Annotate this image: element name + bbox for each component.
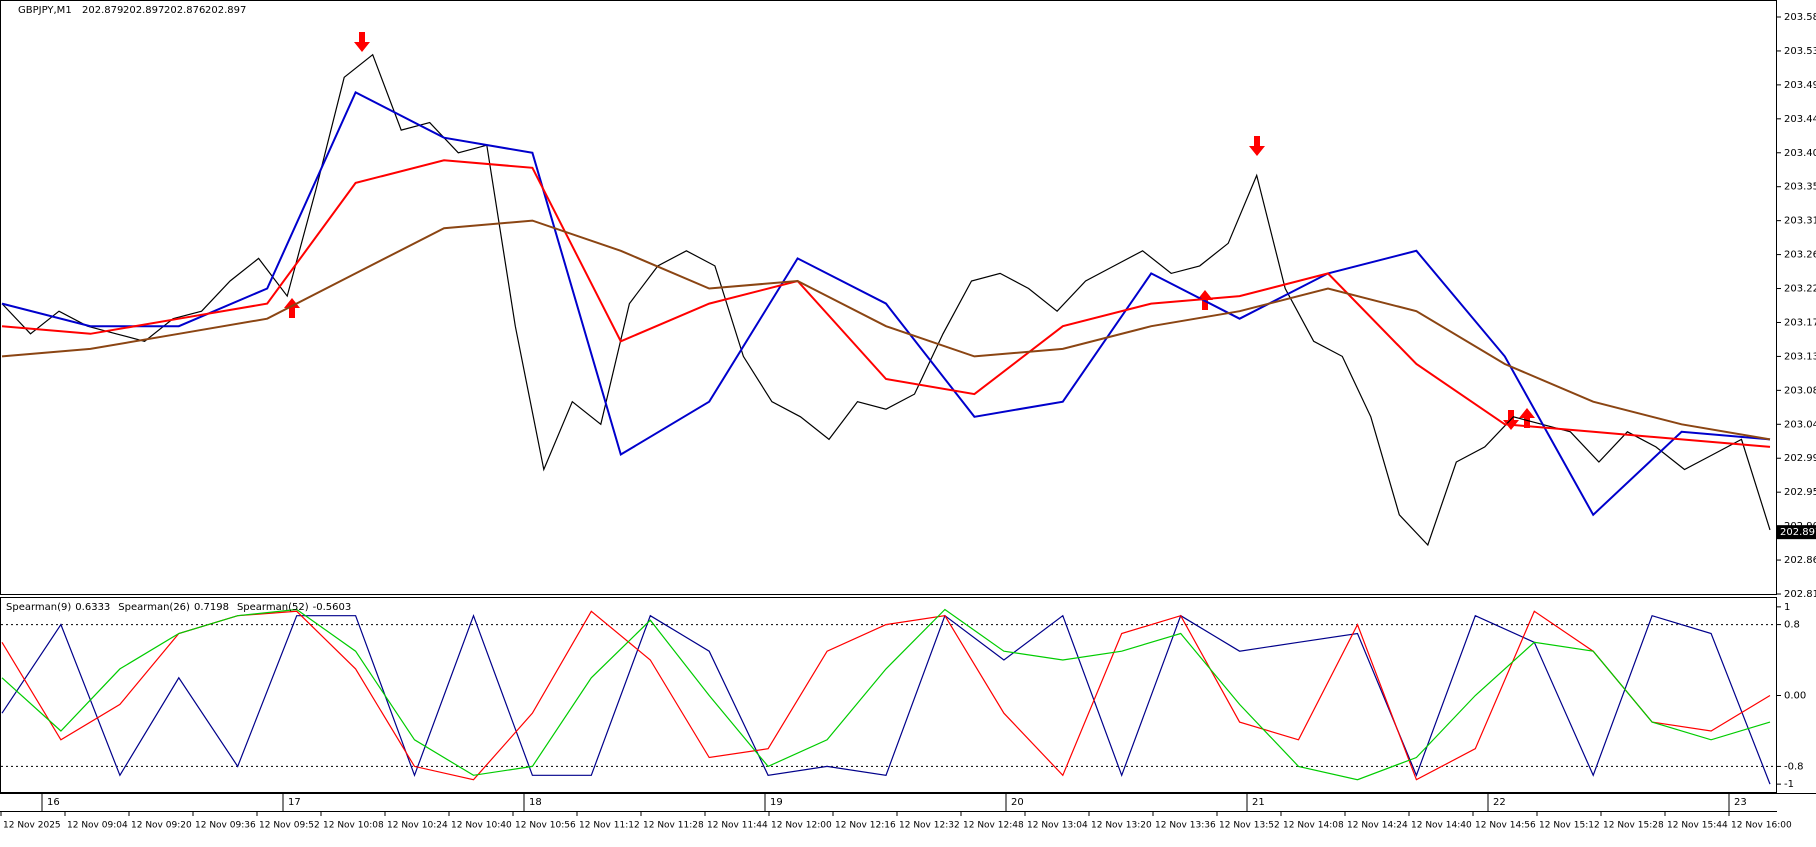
ohlc-open: 202.879	[82, 5, 123, 16]
legend-value: 0.6333	[75, 602, 110, 613]
price-tag	[1777, 525, 1816, 540]
x-tick-label: 12 Nov 09:04	[67, 821, 128, 831]
x-tick-label: 12 Nov 15:28	[1603, 821, 1664, 831]
x-tick-label: 12 Nov 16:00	[1731, 821, 1792, 831]
x-tick-label: 12 Nov 12:00	[771, 821, 832, 831]
y-tick-label: 202.815	[1784, 589, 1816, 600]
y-tick-label: 0.8	[1784, 620, 1800, 631]
legend-value: -0.5603	[313, 602, 352, 613]
x-tick-label: 12 Nov 13:36	[1155, 821, 1216, 831]
ohlc-close: 202.897	[205, 5, 246, 16]
series-line	[1, 53, 1771, 547]
legend-name: Spearman(9)	[6, 602, 71, 613]
current-price: 202.897	[1780, 527, 1816, 538]
y-tick-label: 0.00	[1784, 691, 1806, 702]
x-tick-label: 12 Nov 10:40	[451, 821, 512, 831]
y-tick-label: 203.175	[1784, 317, 1816, 328]
ohlc-low: 202.876	[164, 5, 205, 16]
y-tick-label: 203.400	[1784, 148, 1816, 159]
ohlc-high: 202.897	[123, 5, 164, 16]
x-tick-label: 12 Nov 13:04	[1027, 821, 1088, 831]
legend-name: Spearman(52)	[237, 602, 309, 613]
y-tick-label: 203.265	[1784, 250, 1816, 261]
legend-value: 0.7198	[194, 602, 229, 613]
x-tick-label: 12 Nov 14:24	[1347, 821, 1408, 831]
y-tick-label: 203.445	[1784, 114, 1816, 125]
x-tick-label: 12 Nov 11:12	[579, 821, 640, 831]
bar-number: 22	[1493, 797, 1506, 808]
x-tick-label: 12 Nov 12:16	[835, 821, 896, 831]
bar-number: 21	[1252, 797, 1265, 808]
y-tick-label: 203.535	[1784, 46, 1816, 57]
x-tick-label: 12 Nov 10:56	[515, 821, 576, 831]
x-tick-label: 12 Nov 10:24	[387, 821, 448, 831]
x-tick-label: 12 Nov 13:52	[1219, 821, 1280, 831]
legend-name: Spearman(26)	[118, 602, 190, 613]
sell-arrow	[354, 32, 370, 52]
y-tick-label: 202.995	[1784, 453, 1816, 464]
y-tick-label: 202.860	[1784, 555, 1816, 566]
x-tick-label: 12 Nov 10:08	[323, 821, 384, 831]
y-tick-label: 203.490	[1784, 80, 1816, 91]
x-tick-label: 12 Nov 09:52	[259, 821, 320, 831]
series-line	[1, 613, 1771, 785]
x-tick-label: 12 Nov 2025	[3, 821, 61, 831]
y-tick-label: 203.580	[1784, 12, 1816, 23]
series-line	[1, 610, 1771, 781]
y-tick-label: 203.310	[1784, 216, 1816, 227]
bar-number: 19	[770, 797, 783, 808]
y-tick-label: 203.130	[1784, 351, 1816, 362]
bar-number: 17	[288, 797, 301, 808]
y-tick-label: 1	[1784, 602, 1790, 613]
x-tick-label: 12 Nov 12:48	[963, 821, 1024, 831]
bar-number: 20	[1011, 797, 1024, 808]
x-tick-label: 12 Nov 14:08	[1283, 821, 1344, 831]
x-tick-label: 12 Nov 15:12	[1539, 821, 1600, 831]
buy-arrow	[1519, 408, 1535, 428]
x-tick-label: 12 Nov 09:36	[195, 821, 256, 831]
y-tick-label: -1	[1784, 779, 1794, 790]
bar-number: 18	[529, 797, 542, 808]
y-tick-label: 203.085	[1784, 385, 1816, 396]
indicator-frame	[0, 597, 1777, 793]
bar-number: 23	[1734, 797, 1747, 808]
series-line	[1, 608, 1771, 781]
series-line	[1, 159, 1771, 448]
series-line	[1, 91, 1771, 517]
signal-arrows	[284, 32, 1535, 430]
x-tick-label: 12 Nov 11:44	[707, 821, 768, 831]
x-tick-label: 12 Nov 13:20	[1091, 821, 1152, 831]
y-tick-label: -0.8	[1784, 761, 1804, 772]
sell-arrow	[1249, 136, 1265, 156]
y-tick-label: 202.950	[1784, 487, 1816, 498]
x-tick-label: 12 Nov 15:44	[1667, 821, 1728, 831]
symbol: GBPJPY,M1	[18, 5, 72, 16]
x-tick-label: 12 Nov 11:28	[643, 821, 704, 831]
x-tick-label: 12 Nov 12:32	[899, 821, 960, 831]
bar-number: 16	[47, 797, 60, 808]
y-tick-label: 203.355	[1784, 182, 1816, 193]
y-tick-label: 203.220	[1784, 284, 1816, 295]
x-tick-label: 12 Nov 09:20	[131, 821, 192, 831]
series-line	[1, 219, 1771, 441]
x-tick-label: 12 Nov 14:56	[1475, 821, 1536, 831]
x-tick-label: 12 Nov 14:40	[1411, 821, 1472, 831]
main-frame	[0, 0, 1777, 595]
y-tick-label: 203.040	[1784, 419, 1816, 430]
